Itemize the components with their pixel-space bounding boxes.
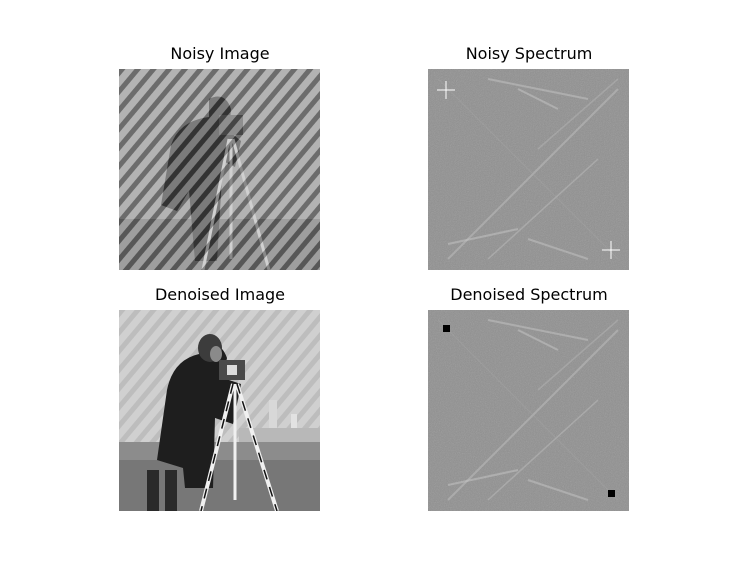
noisy-spectrum — [428, 69, 629, 270]
noisy-image-title: Noisy Image — [170, 44, 270, 63]
noisy-spectrum-title: Noisy Spectrum — [465, 44, 593, 63]
denoised-spectrum — [428, 310, 629, 511]
noisy-image — [119, 69, 320, 270]
denoised-image-title: Denoised Image — [154, 285, 286, 304]
denoised-image — [119, 310, 320, 511]
denoised-spectrum-title: Denoised Spectrum — [450, 285, 608, 304]
